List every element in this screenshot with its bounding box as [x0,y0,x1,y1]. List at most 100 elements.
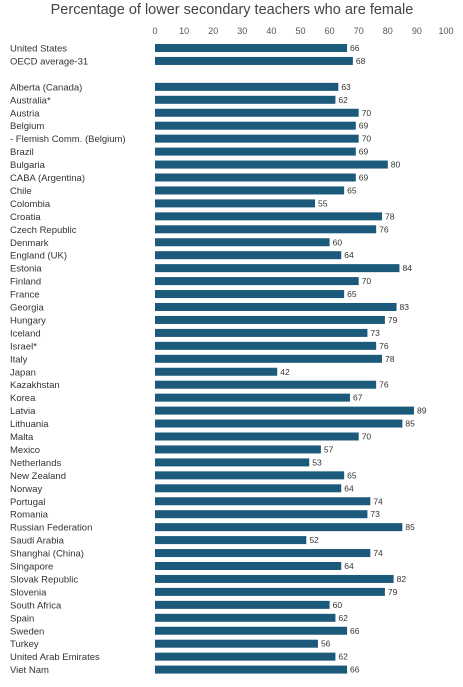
x-tick-label: 80 [383,26,393,36]
category-label: OECD average-31 [10,56,88,67]
value-label: 82 [397,574,407,584]
value-label: 53 [312,457,322,467]
bar [155,44,348,52]
bar [155,562,342,570]
value-label: 55 [318,198,328,208]
value-label: 62 [338,652,348,662]
bar [155,484,342,493]
bar [155,199,316,208]
bar [155,328,368,337]
bar [155,290,345,299]
category-label: Denmark [10,238,49,249]
value-label: 57 [324,444,334,454]
category-label: Alberta (Canada) [10,82,82,93]
category-label: Austria [10,108,40,119]
category-label: Slovenia [10,587,47,598]
value-label: 69 [359,147,369,157]
value-label: 70 [362,134,372,144]
bar [155,95,336,104]
x-tick-label: 100 [438,26,453,36]
category-label: Bulgaria [10,160,46,171]
value-label: 66 [350,43,360,53]
category-label: Hungary [10,315,46,326]
category-label: CABA (Argentina) [10,173,85,184]
x-tick-label: 60 [325,26,335,36]
bar [155,587,385,596]
category-label: Viet Nam [10,665,49,676]
x-axis-ticks: 0 10 20 30 40 50 60 70 80 90 100 [152,26,453,36]
x-tick-label: 10 [179,26,189,36]
bar [155,458,310,467]
bar [155,173,356,182]
value-label: 66 [350,665,360,675]
value-label: 70 [362,108,372,118]
bar [155,212,382,221]
bar [155,613,336,622]
category-label: South Africa [10,600,62,611]
category-label: Georgia [10,303,45,314]
bar [155,160,388,169]
category-label: Norway [10,484,42,495]
value-label: 65 [347,185,357,195]
category-label: Japan [10,367,36,378]
bar [155,186,345,195]
value-label: 60 [333,600,343,610]
x-tick-label: 70 [354,26,364,36]
category-label: Turkey [10,639,39,650]
bar [155,251,342,260]
category-label: Portugal [10,497,45,508]
category-label: Sweden [10,626,44,637]
bar [155,549,371,558]
chart-title: Percentage of lower secondary teachers w… [51,2,414,18]
value-label: 64 [344,561,354,571]
bar [155,277,359,286]
bar [155,303,397,311]
value-label: 64 [344,250,354,260]
value-label: 76 [379,380,389,390]
category-label: Romania [10,510,49,521]
category-label: Latvia [10,406,36,417]
value-label: 78 [385,211,395,221]
category-label: Chile [10,186,32,197]
bar [155,406,414,415]
bar [155,510,368,519]
value-label: 76 [379,224,389,234]
bar [155,432,359,441]
category-label: Australia* [10,95,51,106]
value-label: 73 [370,509,380,519]
bar [155,471,345,480]
category-label: Mexico [10,445,40,456]
x-tick-label: 20 [208,26,218,36]
bar [155,56,353,65]
bar [155,523,403,532]
bar [155,393,350,402]
value-label: 89 [417,406,427,416]
bar [155,380,377,389]
category-label: Malta [10,432,34,443]
value-label: 80 [391,160,401,170]
bar [155,574,394,583]
bar [155,264,400,273]
bar [155,367,278,376]
value-label: 67 [353,393,363,403]
category-label: Russian Federation [10,523,92,534]
bar [155,315,385,324]
bar [155,497,371,506]
value-label: 83 [400,302,410,312]
x-tick-label: 0 [152,26,157,36]
category-label: Brazil [10,147,34,158]
bar [155,652,336,661]
bar [155,341,377,350]
bar [155,445,321,454]
category-label: England (UK) [10,251,67,262]
bar [155,147,356,156]
category-label: Colombia [10,199,51,210]
x-tick-label: 30 [237,26,247,36]
bar [155,108,359,117]
category-label: France [10,290,40,301]
value-label: 63 [341,82,351,92]
bar [155,600,330,609]
x-tick-label: 90 [412,26,422,36]
category-label: Shanghai (China) [10,549,84,560]
